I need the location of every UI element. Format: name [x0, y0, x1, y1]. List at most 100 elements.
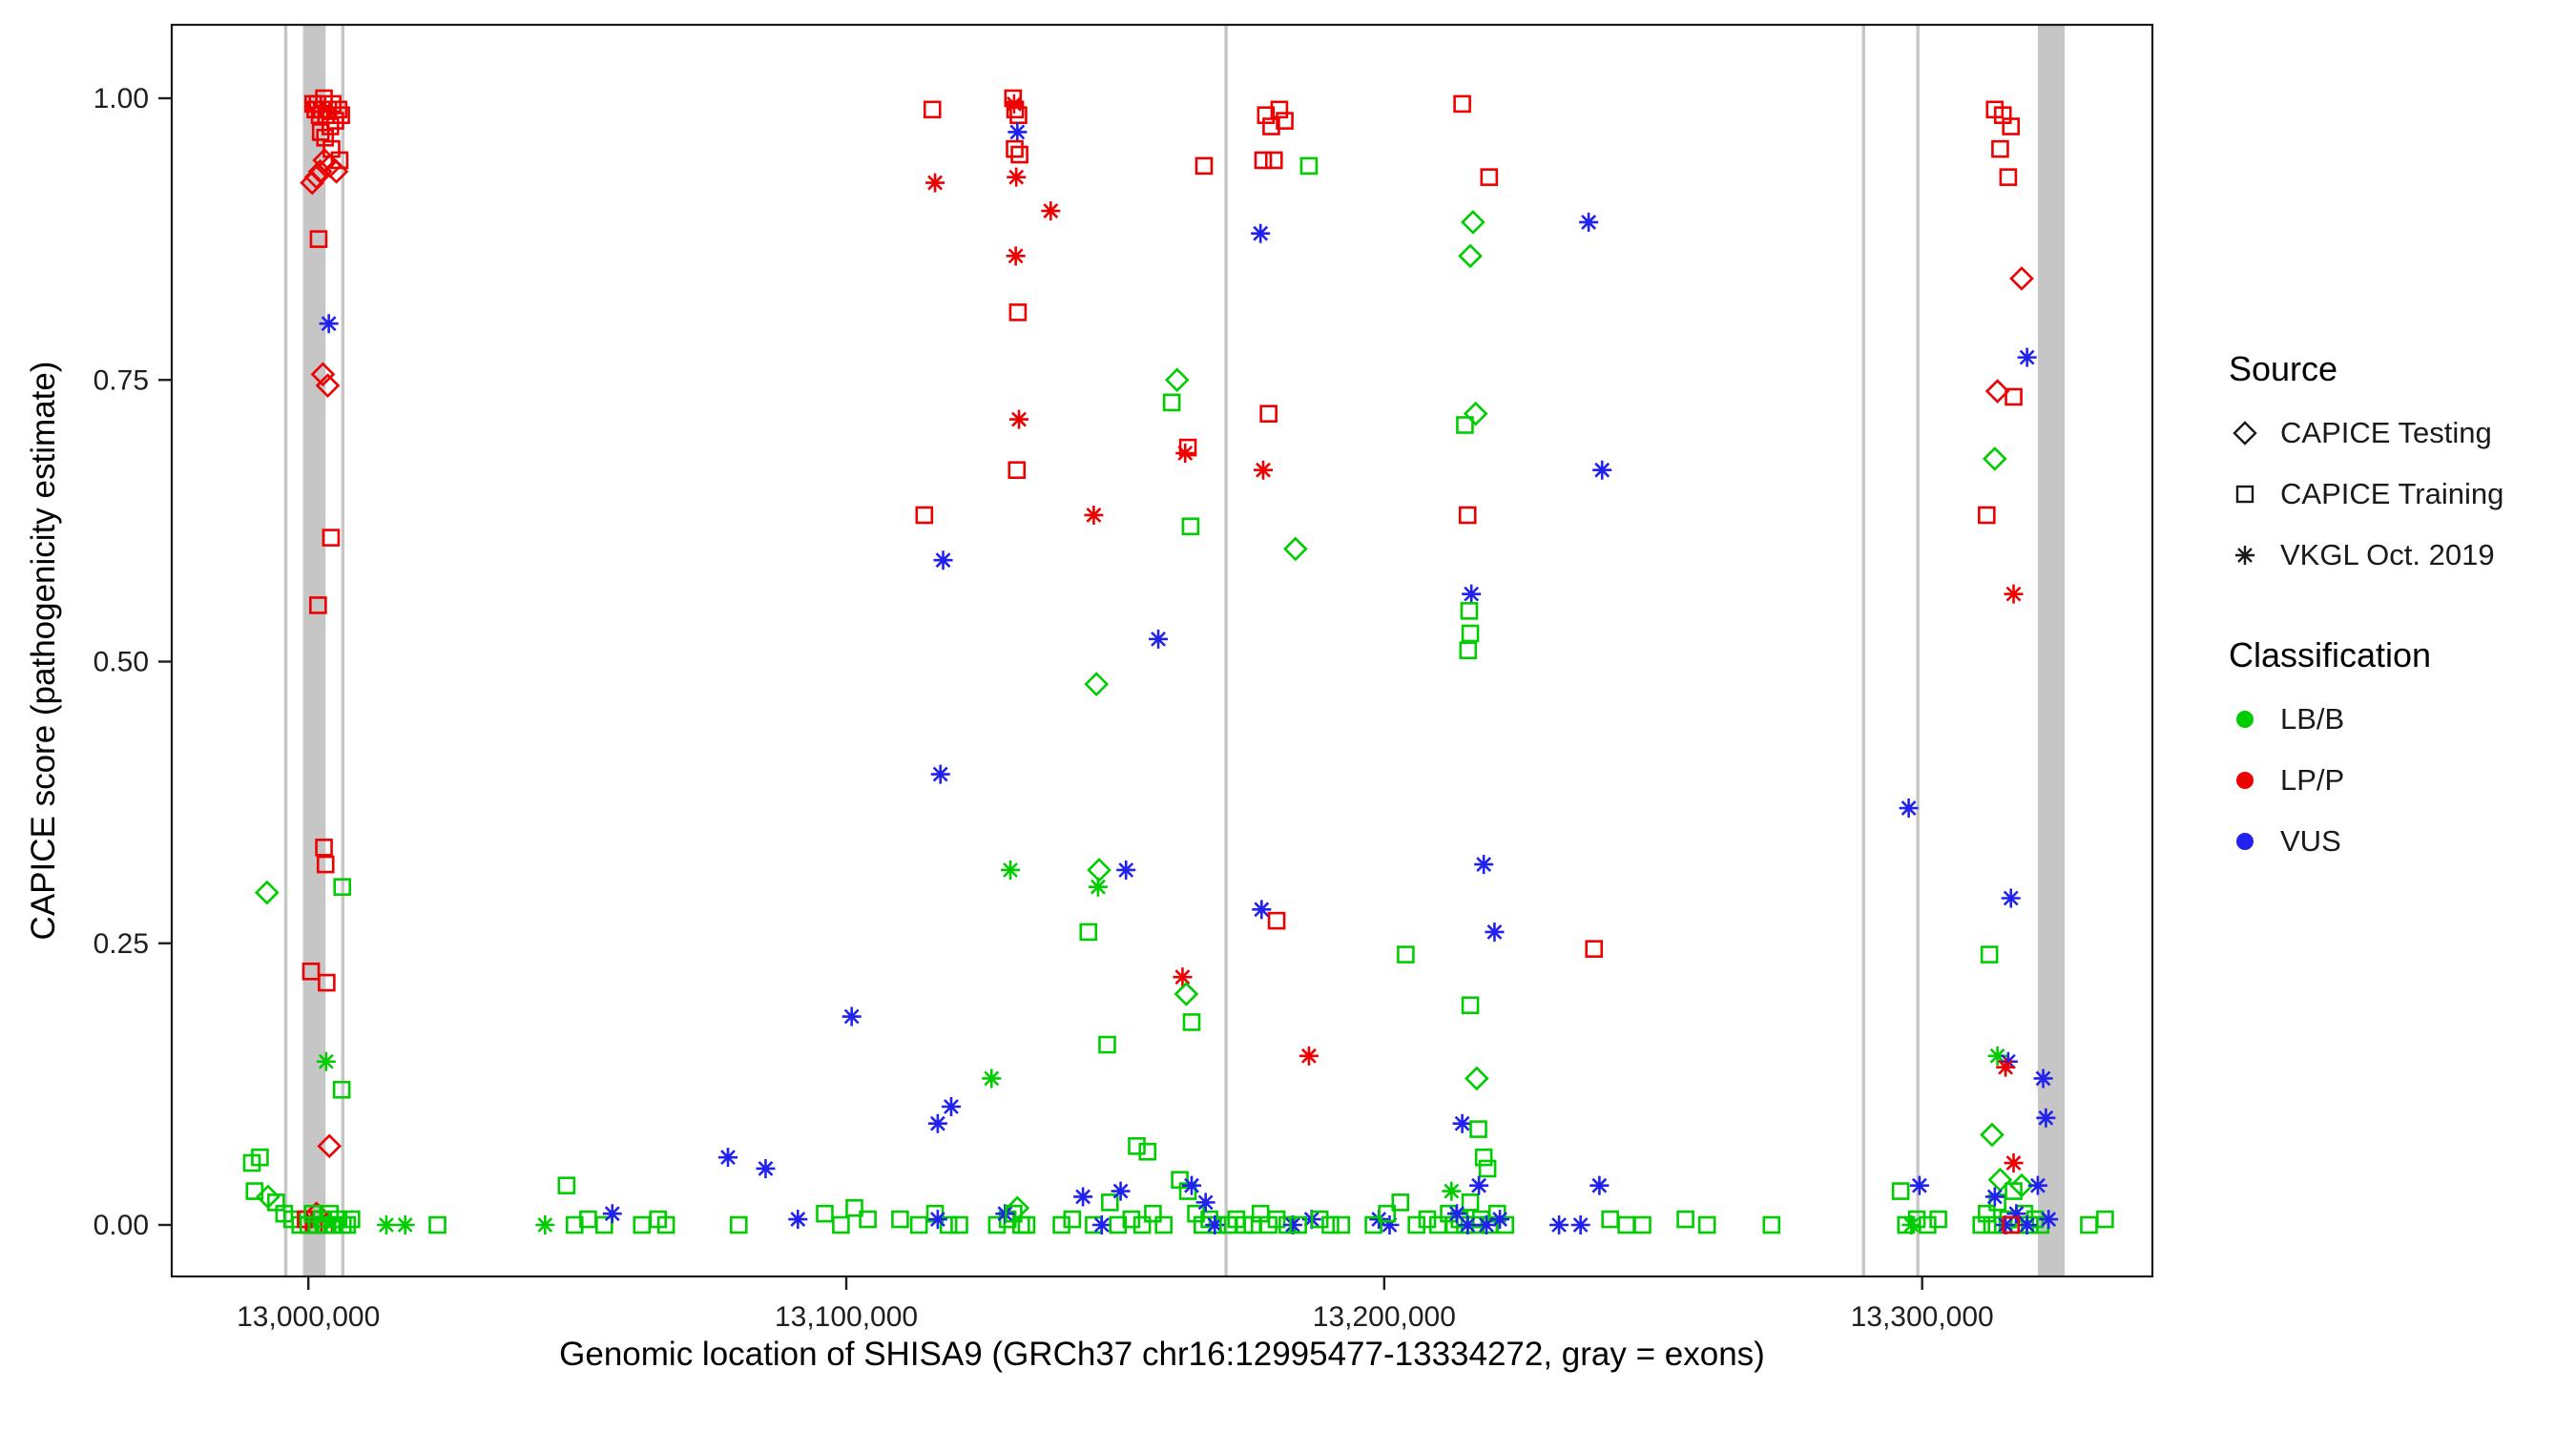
- data-point: [1006, 139, 1024, 158]
- data-point: [1332, 1215, 1351, 1234]
- data-point: [315, 373, 341, 398]
- data-point: [1109, 1215, 1128, 1234]
- data-point: [310, 362, 336, 387]
- data-point: [1901, 1215, 1922, 1234]
- data-point: [788, 1210, 808, 1230]
- data-point: [1132, 1215, 1152, 1234]
- data-point: [1091, 1215, 1111, 1234]
- data-point: [1998, 1051, 2018, 1071]
- data-point: [1182, 1013, 1201, 1031]
- data-point: [251, 1148, 269, 1167]
- data-point: [1456, 416, 1474, 434]
- asterisk-icon: [2235, 546, 2254, 565]
- data-point: [1476, 1215, 1496, 1234]
- data-point: [832, 1215, 850, 1234]
- y-tick-label: 0.50: [93, 647, 149, 678]
- data-point: [309, 596, 327, 614]
- blue-dot-icon: [2236, 833, 2254, 850]
- data-point: [1980, 945, 1999, 964]
- data-point: [1298, 1046, 1319, 1066]
- data-point: [1463, 401, 1488, 426]
- data-point: [301, 962, 321, 981]
- data-point: [1084, 505, 1104, 525]
- data-point: [602, 1204, 622, 1224]
- data-point: [1452, 1113, 1472, 1133]
- data-point: [1978, 506, 1996, 525]
- data-point: [333, 878, 352, 897]
- y-axis-title: CAPICE score (pathogenicity estimate): [25, 361, 62, 941]
- data-point: [311, 123, 330, 141]
- square-icon: [2235, 485, 2254, 504]
- legend-source-title: Source: [2229, 349, 2338, 388]
- data-point: [1178, 1182, 1197, 1200]
- data-point: [1453, 94, 1471, 114]
- data-point: [1073, 1187, 1093, 1207]
- legend-classification-title: Classification: [2229, 635, 2432, 674]
- data-point: [332, 1080, 351, 1099]
- y-tick-label: 0.75: [93, 364, 149, 396]
- data-point: [1474, 855, 1494, 875]
- x-tick-label: 13,100,000: [775, 1301, 918, 1333]
- data-point: [1676, 1210, 1694, 1229]
- exon-band: [302, 26, 326, 1275]
- data-point: [2017, 1215, 2037, 1234]
- data-point: [1929, 1210, 1947, 1229]
- data-point: [1909, 1175, 1929, 1195]
- data-point: [2039, 1210, 2059, 1230]
- data-point: [1149, 629, 1169, 649]
- data-point: [1549, 1215, 1569, 1234]
- data-point: [1418, 1210, 1437, 1229]
- data-point: [338, 1215, 357, 1234]
- data-point: [316, 855, 335, 874]
- data-point: [1138, 1142, 1157, 1161]
- data-point: [1251, 223, 1271, 243]
- data-point: [1267, 1210, 1286, 1229]
- legend-item-label: CAPICE Testing: [2280, 416, 2492, 449]
- data-point: [2004, 1153, 2024, 1173]
- data-point: [2033, 1068, 2053, 1089]
- data-point: [2002, 1215, 2021, 1234]
- data-point: [1011, 1215, 1030, 1234]
- exon-band: [341, 26, 344, 1275]
- data-point: [1175, 444, 1195, 464]
- y-tick-label: 1.00: [93, 83, 149, 114]
- data-point: [1181, 517, 1200, 536]
- data-point: [332, 106, 350, 125]
- data-point: [254, 880, 280, 905]
- data-point: [535, 1215, 555, 1234]
- data-point: [1264, 151, 1283, 170]
- data-point: [1378, 1204, 1396, 1223]
- data-point: [1474, 1148, 1493, 1167]
- data-point: [927, 1210, 947, 1230]
- exon-band: [1224, 26, 1228, 1275]
- data-point: [1980, 1122, 2005, 1148]
- data-point: [1762, 1215, 1781, 1234]
- data-point: [1154, 1215, 1173, 1234]
- data-point: [1282, 536, 1308, 562]
- data-point: [930, 764, 950, 784]
- data-point: [717, 1148, 737, 1168]
- exon-band: [1861, 26, 1865, 1275]
- data-point: [1380, 1215, 1400, 1234]
- legend-item-label: LB/B: [2280, 702, 2345, 736]
- data-point: [1289, 1215, 1307, 1234]
- data-point: [1999, 168, 2018, 186]
- data-point: [1364, 1215, 1382, 1234]
- data-point: [1007, 167, 1027, 187]
- data-point: [1004, 93, 1024, 114]
- data-point: [1182, 1175, 1202, 1195]
- data-point: [1478, 1159, 1497, 1178]
- data-point: [1461, 1193, 1480, 1212]
- data-point: [322, 529, 341, 547]
- data-point: [2009, 266, 2034, 291]
- data-point: [316, 1051, 336, 1071]
- data-point: [1283, 1215, 1303, 1234]
- data-point: [1907, 1210, 1926, 1229]
- data-point: [1111, 1181, 1131, 1201]
- data-point: [326, 112, 344, 130]
- data-point: [2001, 888, 2021, 908]
- data-point: [319, 314, 339, 334]
- data-point: [1174, 982, 1199, 1006]
- data-point: [933, 550, 953, 570]
- data-point: [982, 1068, 1002, 1089]
